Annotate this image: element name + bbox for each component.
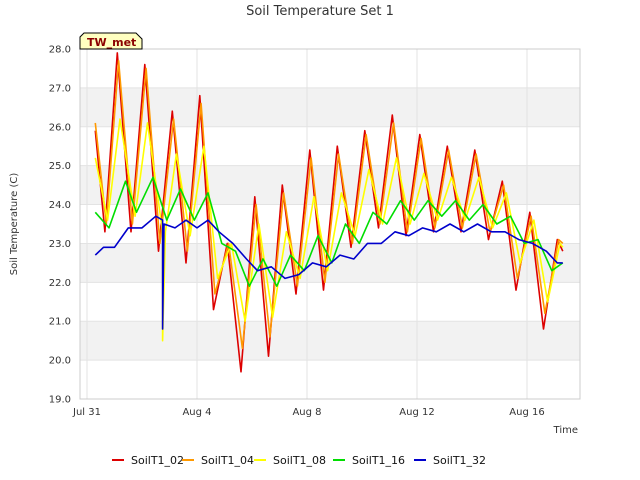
badge-label: TW_met <box>87 36 136 49</box>
x-tick-label: Jul 31 <box>72 407 101 418</box>
legend-item: SoilT1_16 <box>333 454 405 467</box>
series-layer <box>94 52 564 373</box>
y-tick-label: 27.0 <box>49 83 71 94</box>
legend-label: SoilT1_32 <box>433 454 486 467</box>
legend-label: SoilT1_16 <box>352 454 405 467</box>
y-tick-label: 22.0 <box>49 278 71 289</box>
legend-item: SoilT1_32 <box>414 454 486 467</box>
y-tick-label: 24.0 <box>49 200 71 211</box>
y-axis-label: Soil Temperature (C) <box>9 173 20 276</box>
grid-band <box>80 321 580 361</box>
x-tick-label: Aug 12 <box>399 407 434 418</box>
y-tick-label: 23.0 <box>49 239 71 250</box>
plot-area <box>79 48 581 400</box>
y-tick-label: 26.0 <box>49 122 71 133</box>
chart-title: Soil Temperature Set 1 <box>246 4 394 19</box>
legend-item: SoilT1_02 <box>112 454 184 467</box>
x-tick-label: Aug 16 <box>509 407 544 418</box>
station-badge: TW_met <box>79 32 143 50</box>
y-tick-label: 25.0 <box>49 161 71 172</box>
legend-label: SoilT1_08 <box>273 454 326 467</box>
legend-label: SoilT1_02 <box>131 454 184 467</box>
x-axis-label: Time <box>553 425 578 436</box>
y-tick-label: 21.0 <box>49 317 71 328</box>
legend-item: SoilT1_04 <box>182 454 254 467</box>
legend-label: SoilT1_04 <box>201 454 254 467</box>
x-tick-label: Aug 8 <box>292 407 321 418</box>
legend-item: SoilT1_08 <box>254 454 326 467</box>
x-tick-label: Aug 4 <box>182 407 211 418</box>
badge-box <box>79 32 143 50</box>
legend: SoilT1_02 SoilT1_04 SoilT1_08 SoilT1_16 Soil… <box>112 454 486 467</box>
y-axis: 19.0 20.0 21.0 22.0 23.0 24.0 25.0 26.0 27.0 28.0 <box>49 45 71 406</box>
y-tick-label: 19.0 <box>49 395 71 406</box>
y-tick-label: 20.0 <box>49 356 71 367</box>
grid-band <box>80 87 580 127</box>
y-tick-label: 28.0 <box>49 45 71 56</box>
x-axis: Jul 31 Aug 4 Aug 8 Aug 12 Aug 16 <box>72 407 545 418</box>
series-line-soilt1-32 <box>94 215 563 330</box>
